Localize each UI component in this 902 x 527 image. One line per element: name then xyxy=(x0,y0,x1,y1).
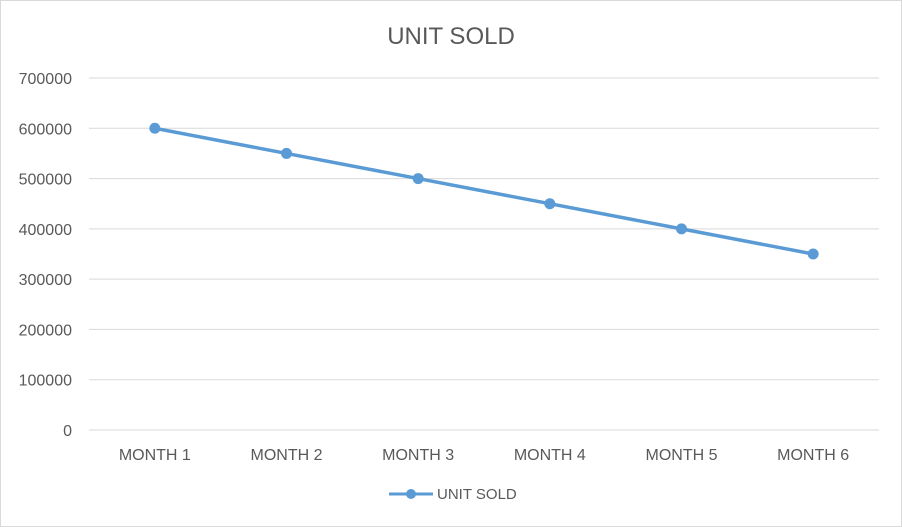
y-tick-label: 700000 xyxy=(19,71,72,88)
y-tick-label: 600000 xyxy=(19,121,72,138)
y-tick-label: 500000 xyxy=(19,172,72,189)
y-tick-label: 0 xyxy=(63,423,72,440)
legend-label: UNIT SOLD xyxy=(437,486,517,503)
legend: UNIT SOLD xyxy=(389,486,517,503)
series-layer xyxy=(149,122,819,260)
chart-title: UNIT SOLD xyxy=(387,23,515,50)
x-tick-label: MONTH 6 xyxy=(777,447,849,464)
legend-marker-swatch xyxy=(406,489,416,499)
y-tick-label: 300000 xyxy=(19,272,72,289)
series-line xyxy=(153,126,815,256)
data-point xyxy=(281,147,292,159)
data-point xyxy=(676,223,687,235)
y-tick-label: 200000 xyxy=(19,322,72,339)
y-tick-label: 100000 xyxy=(19,373,72,390)
data-point xyxy=(544,198,556,210)
data-point xyxy=(412,173,424,185)
x-axis-tick-labels: MONTH 1 MONTH 2 MONTH 3 MONTH 4 MONTH 5 MONTH… xyxy=(119,447,849,464)
y-axis-tick-labels: 0 100000 200000 300000 400000 500000 600000 700… xyxy=(19,71,72,440)
data-point xyxy=(807,248,819,260)
x-tick-label: MONTH 4 xyxy=(514,447,586,464)
x-tick-label: MONTH 3 xyxy=(382,447,454,464)
y-tick-label: 400000 xyxy=(19,222,72,239)
x-tick-label: MONTH 1 xyxy=(119,447,191,464)
data-point xyxy=(149,122,161,134)
gridlines xyxy=(89,77,879,431)
x-tick-label: MONTH 2 xyxy=(251,447,323,464)
x-tick-label: MONTH 5 xyxy=(646,447,718,464)
